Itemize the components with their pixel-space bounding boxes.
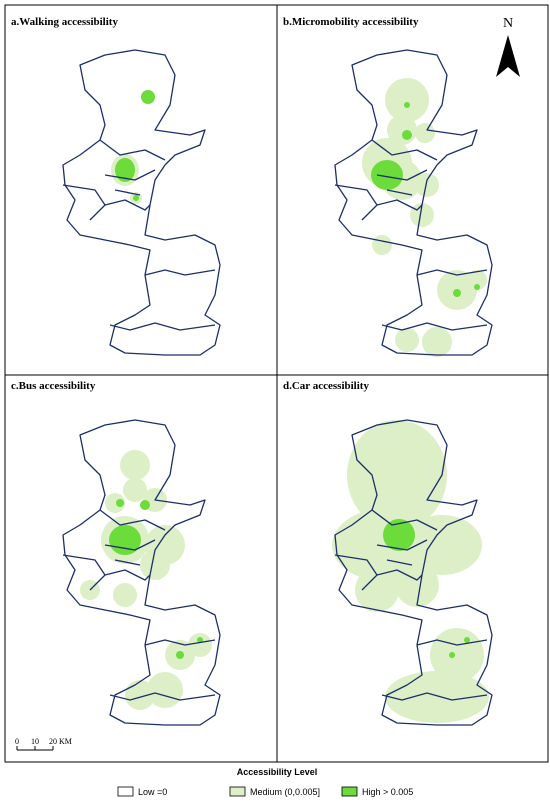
map-panel: b.Micromobility accessibility N bbox=[283, 16, 520, 357]
panel-title: c.Bus accessibility bbox=[11, 380, 96, 392]
legend-label: Low =0 bbox=[138, 787, 167, 797]
north-label: N bbox=[503, 16, 513, 31]
map-panel: c.Bus accessibility 0 10 20 KM bbox=[11, 380, 221, 751]
north-arrow bbox=[496, 35, 520, 77]
panel-title: d.Car accessibility bbox=[283, 380, 369, 392]
scale-label: 0 bbox=[15, 737, 19, 746]
map-panel: d.Car accessibility bbox=[283, 380, 493, 726]
legend: Accessibility Level Low =0 Medium (0,0.0… bbox=[117, 767, 413, 797]
legend-title: Accessibility Level bbox=[237, 767, 318, 777]
legend-label: High > 0.005 bbox=[362, 787, 413, 797]
legend-label: Medium (0,0.005] bbox=[250, 787, 320, 797]
scale-label: 20 KM bbox=[49, 737, 72, 746]
scale-label: 10 bbox=[31, 737, 39, 746]
panel-title: a.Walking accessibility bbox=[11, 16, 118, 28]
map-panel: a.Walking accessibility bbox=[11, 16, 221, 356]
panel-title: b.Micromobility accessibility bbox=[283, 16, 419, 28]
scale-bar: 0 10 20 KM bbox=[15, 737, 72, 751]
